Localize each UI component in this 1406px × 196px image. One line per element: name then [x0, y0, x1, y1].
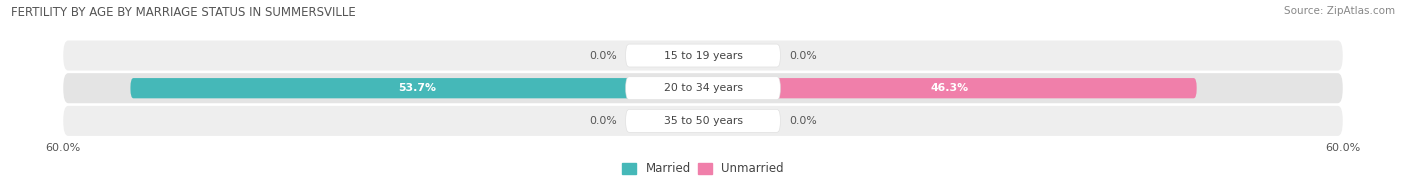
FancyBboxPatch shape	[626, 109, 780, 132]
Text: 35 to 50 years: 35 to 50 years	[664, 116, 742, 126]
FancyBboxPatch shape	[661, 45, 703, 66]
FancyBboxPatch shape	[63, 73, 1343, 103]
Text: 0.0%: 0.0%	[789, 116, 817, 126]
Text: Source: ZipAtlas.com: Source: ZipAtlas.com	[1284, 6, 1395, 16]
Text: 0.0%: 0.0%	[589, 51, 617, 61]
FancyBboxPatch shape	[131, 78, 703, 98]
Text: 46.3%: 46.3%	[931, 83, 969, 93]
FancyBboxPatch shape	[626, 44, 780, 67]
Text: 53.7%: 53.7%	[398, 83, 436, 93]
Text: 0.0%: 0.0%	[589, 116, 617, 126]
FancyBboxPatch shape	[626, 77, 780, 100]
FancyBboxPatch shape	[703, 45, 745, 66]
Legend: Married, Unmarried: Married, Unmarried	[621, 162, 785, 175]
Text: 15 to 19 years: 15 to 19 years	[664, 51, 742, 61]
FancyBboxPatch shape	[703, 78, 1197, 98]
FancyBboxPatch shape	[63, 106, 1343, 136]
Text: FERTILITY BY AGE BY MARRIAGE STATUS IN SUMMERSVILLE: FERTILITY BY AGE BY MARRIAGE STATUS IN S…	[11, 6, 356, 19]
FancyBboxPatch shape	[661, 111, 703, 131]
FancyBboxPatch shape	[703, 111, 745, 131]
Text: 0.0%: 0.0%	[789, 51, 817, 61]
FancyBboxPatch shape	[63, 41, 1343, 71]
Text: 20 to 34 years: 20 to 34 years	[664, 83, 742, 93]
